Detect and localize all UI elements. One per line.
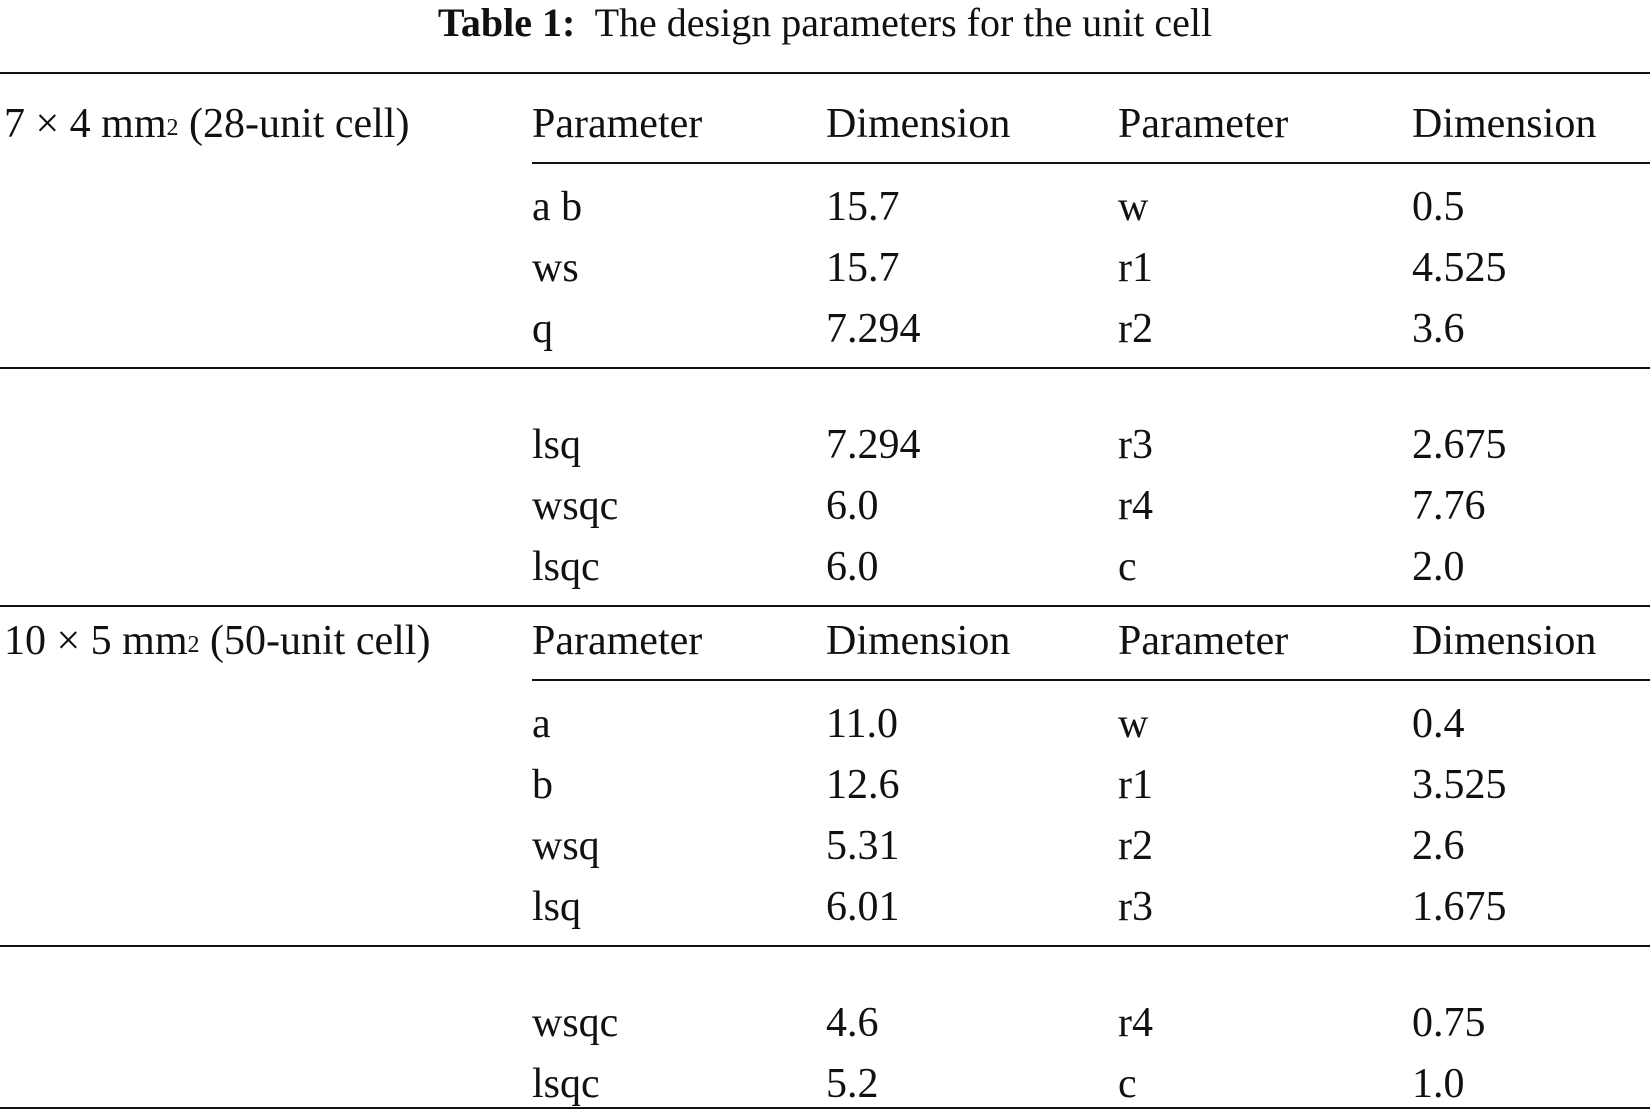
dimension-value-cell: 1.675 bbox=[1412, 884, 1507, 930]
section-label-suffix: (50-unit cell) bbox=[199, 618, 431, 664]
parameter-name-cell: a bbox=[532, 701, 551, 747]
dimension-value-cell: 0.75 bbox=[1412, 1000, 1486, 1046]
parameter-name-cell: lsqc bbox=[532, 544, 600, 590]
dimension-value-cell: 6.0 bbox=[826, 483, 879, 529]
header-rule bbox=[532, 162, 1650, 164]
dimension-value-cell: 1.0 bbox=[1412, 1061, 1465, 1107]
block-separator-rule bbox=[0, 605, 1650, 607]
parameter-name-cell: r1 bbox=[1118, 245, 1153, 291]
section-label: 10 × 5 mm2 (50-unit cell) bbox=[4, 617, 430, 665]
table-caption: Table 1: The design parameters for the u… bbox=[0, 0, 1650, 50]
section-label: 7 × 4 mm2 (28-unit cell) bbox=[4, 100, 409, 148]
dimension-value-cell: 7.294 bbox=[826, 422, 921, 468]
column-header: Dimension bbox=[826, 618, 1011, 664]
parameter-name-cell: r3 bbox=[1118, 884, 1153, 930]
parameter-name-cell: lsq bbox=[532, 422, 582, 468]
dimension-value-cell: 0.4 bbox=[1412, 701, 1465, 747]
dimension-value-cell: 6.0 bbox=[826, 544, 879, 590]
dimension-value-cell: 11.0 bbox=[826, 701, 898, 747]
section-label-prefix: 7 × 4 mm bbox=[4, 101, 167, 147]
table-bottom-rule bbox=[0, 1107, 1650, 1109]
parameter-name-cell: wsq bbox=[532, 823, 600, 869]
column-header: Dimension bbox=[1412, 101, 1597, 147]
dimension-value-cell: 2.675 bbox=[1412, 422, 1507, 468]
dimension-value-cell: 4.525 bbox=[1412, 245, 1507, 291]
dimension-value-cell: 2.6 bbox=[1412, 823, 1465, 869]
parameter-name-cell: c bbox=[1118, 544, 1137, 590]
parameter-name-cell: w bbox=[1118, 184, 1149, 230]
column-header: Dimension bbox=[1412, 618, 1597, 664]
column-header: Parameter bbox=[532, 101, 703, 147]
block-separator-rule bbox=[0, 945, 1650, 947]
section-label-prefix: 10 × 5 mm bbox=[4, 618, 188, 664]
column-header: Dimension bbox=[826, 101, 1011, 147]
parameter-name-cell: q bbox=[532, 306, 553, 352]
parameter-name-cell: r4 bbox=[1118, 483, 1153, 529]
column-header: Parameter bbox=[1118, 101, 1289, 147]
parameter-name-cell: wsqc bbox=[532, 1000, 619, 1046]
dimension-value-cell: 2.0 bbox=[1412, 544, 1465, 590]
section-label-superscript: 2 bbox=[166, 115, 179, 141]
dimension-value-cell: 12.6 bbox=[826, 762, 900, 808]
parameter-name-cell: a b bbox=[532, 184, 583, 230]
parameter-name-cell: r3 bbox=[1118, 422, 1153, 468]
dimension-value-cell: 6.01 bbox=[826, 884, 900, 930]
column-header: Parameter bbox=[532, 618, 703, 664]
parameter-name-cell: wsqc bbox=[532, 483, 619, 529]
dimension-value-cell: 15.7 bbox=[826, 245, 900, 291]
parameter-name-cell: ws bbox=[532, 245, 579, 291]
parameter-name-cell: r4 bbox=[1118, 1000, 1153, 1046]
dimension-value-cell: 7.76 bbox=[1412, 483, 1486, 529]
section-label-superscript: 2 bbox=[187, 632, 200, 658]
dimension-value-cell: 5.31 bbox=[826, 823, 900, 869]
dimension-value-cell: 3.525 bbox=[1412, 762, 1507, 808]
column-header: Parameter bbox=[1118, 618, 1289, 664]
parameter-name-cell: r2 bbox=[1118, 306, 1153, 352]
parameter-name-cell: lsq bbox=[532, 884, 582, 930]
caption-text: The design parameters for the unit cell bbox=[594, 0, 1213, 45]
dimension-value-cell: 7.294 bbox=[826, 306, 921, 352]
caption-label: Table 1: bbox=[437, 0, 576, 45]
dimension-value-cell: 0.5 bbox=[1412, 184, 1465, 230]
header-rule bbox=[532, 679, 1650, 681]
parameter-name-cell: w bbox=[1118, 701, 1149, 747]
parameter-name-cell: r1 bbox=[1118, 762, 1153, 808]
dimension-value-cell: 15.7 bbox=[826, 184, 900, 230]
dimension-value-cell: 3.6 bbox=[1412, 306, 1465, 352]
parameter-name-cell: b bbox=[532, 762, 553, 808]
section-label-suffix: (28-unit cell) bbox=[178, 101, 410, 147]
parameter-name-cell: c bbox=[1118, 1061, 1137, 1107]
dimension-value-cell: 5.2 bbox=[826, 1061, 879, 1107]
parameter-name-cell: r2 bbox=[1118, 823, 1153, 869]
dimension-value-cell: 4.6 bbox=[826, 1000, 879, 1046]
table-top-rule bbox=[0, 72, 1650, 74]
parameter-name-cell: lsqc bbox=[532, 1061, 600, 1107]
block-separator-rule bbox=[0, 367, 1650, 369]
